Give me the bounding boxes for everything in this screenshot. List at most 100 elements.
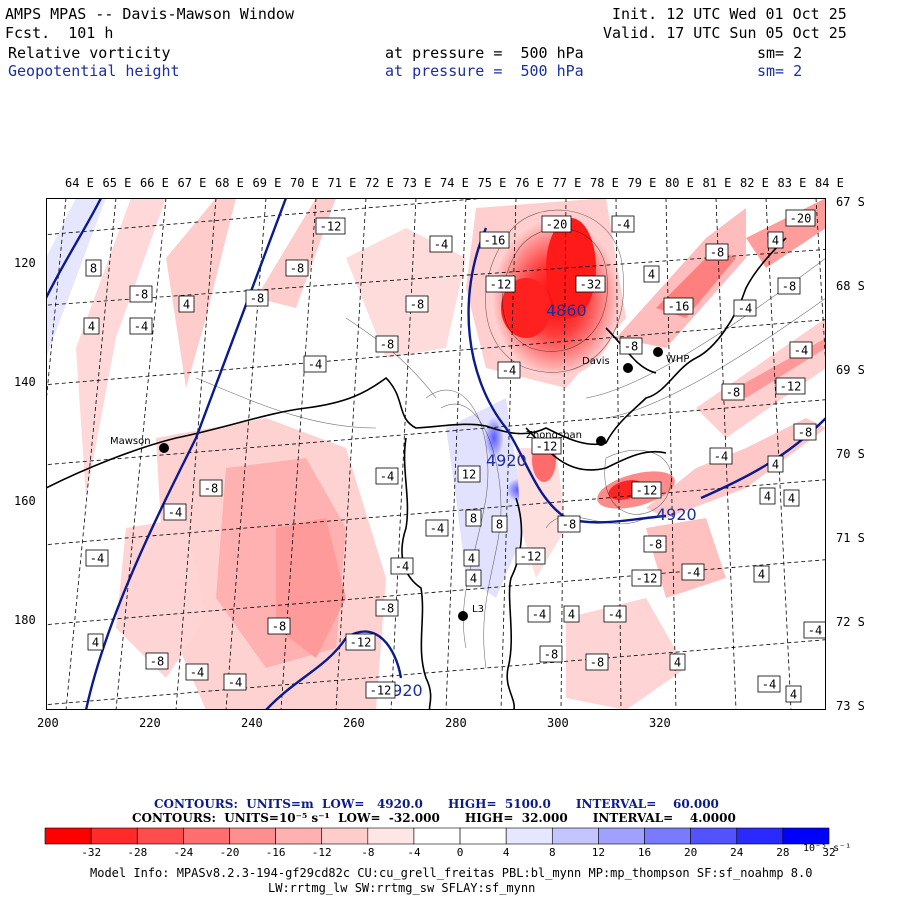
contour-label-box: [775, 377, 806, 395]
longitude-label: 71 E: [327, 176, 357, 190]
contour-label-box: [365, 681, 396, 699]
contour-label-box: [199, 479, 223, 497]
contour-label-box: [285, 259, 309, 277]
colorbar-tick-label: -16: [265, 846, 286, 859]
contour-label-text: -4: [686, 566, 700, 580]
contour-label-text: 12: [462, 468, 476, 482]
valid-time: Valid. 17 UTC Sun 05 Oct 25: [603, 24, 847, 42]
contour-label-text: 4: [648, 268, 655, 282]
contour-label-box: [643, 265, 660, 283]
colorbar-swatch: [782, 827, 830, 845]
contour-label-text: -12: [520, 550, 542, 564]
contour-label-box: [129, 317, 153, 335]
x-tick-label: 260: [343, 716, 365, 730]
contour-label-text: 4: [470, 572, 477, 586]
contour-label-text: 4: [758, 568, 765, 582]
colorbar: [44, 827, 830, 845]
contour-label-text: -4: [532, 608, 546, 622]
contour-label-text: 4: [772, 458, 779, 472]
contour-label-box: [563, 605, 580, 623]
colorbar-unit: 10⁻⁵ s⁻¹: [803, 843, 852, 854]
init-value: 12 UTC Wed 01 Oct 25: [666, 5, 847, 23]
contour-label-text: 4: [764, 490, 771, 504]
longitude-label: 68 E: [215, 176, 244, 190]
colorbar-tick-label: -12: [311, 846, 332, 859]
contour-label-box: [539, 645, 563, 663]
contour-label-box: [375, 335, 399, 353]
contour-label-box: [85, 259, 102, 277]
contour-label-text: -8: [624, 340, 638, 354]
longitude-label: 76 E: [515, 176, 544, 190]
coastline: [46, 237, 787, 710]
whp-station: [653, 347, 663, 357]
contour-label-box: [721, 383, 745, 401]
contour-label-box: [185, 663, 209, 681]
contour-label-text: -8: [562, 518, 576, 532]
fcst-label: Fcst.: [5, 24, 51, 42]
longitude-label: 78 E: [590, 176, 619, 190]
contour-label-box: [345, 633, 376, 651]
height-label-4920a: 4920: [656, 505, 697, 524]
contour-label-text: -4: [738, 302, 752, 316]
y-tick-label: 140: [14, 375, 36, 389]
height-contour-info: CONTOURS: UNITS=m LOW= 4920.0 HIGH= 5100…: [154, 797, 719, 811]
height-label-4920c: 4920: [486, 451, 527, 470]
init-time: Init. 12 UTC Wed 01 Oct 25: [612, 5, 847, 23]
contour-label-text: -20: [790, 212, 812, 226]
contour-label-box: [425, 519, 449, 537]
pressure-label-2: at pressure =: [385, 62, 503, 80]
colorbar-swatch: [367, 827, 415, 845]
colorbar-swatch: [413, 827, 461, 845]
contour-label-box: [777, 277, 801, 295]
latitude-label: 73 S: [836, 699, 865, 713]
longitude-label: 75 E: [477, 176, 507, 190]
contour-label-box: [245, 289, 269, 307]
station-label-zhongshan: Zhongshan: [526, 430, 582, 441]
colorbar-tick-label: -28: [127, 846, 148, 859]
contour-label-box: [753, 565, 770, 583]
pressure-label: at pressure =: [385, 44, 503, 62]
model-info: Model Info: MPASv8.2.3-194-gf29cd82c CU:…: [90, 866, 813, 880]
contour-label-box: [497, 361, 521, 379]
contour-label-text: -8: [380, 602, 394, 616]
contour-label-text: -12: [536, 440, 558, 454]
contour-label-box: [767, 231, 784, 249]
contour-label-text: -4: [395, 560, 409, 574]
contour-label-text: -12: [350, 636, 372, 650]
contour-label-text: -8: [782, 280, 796, 294]
contour-label-box: [405, 295, 429, 313]
contour-label-text: -4: [434, 238, 448, 252]
contour-label-box: [733, 299, 757, 317]
contour-label-text: -8: [290, 262, 304, 276]
contour-label-box: [145, 652, 169, 670]
colorbar-tick-label: 32: [822, 846, 836, 859]
contour-label-box: [789, 341, 813, 359]
x-tick-label: 300: [547, 716, 569, 730]
colorbar-tick-label: -24: [173, 846, 194, 859]
colorbar-swatch: [459, 827, 507, 845]
contour-label-text: -16: [484, 234, 506, 248]
contour-label-text: -12: [636, 484, 658, 498]
contour-label-text: 4: [88, 320, 95, 334]
contour-label-box: [178, 295, 195, 313]
contour-label-box: [793, 423, 817, 441]
mawson-station: [159, 443, 169, 453]
colorbar-swatch: [136, 827, 184, 845]
contour-label-box: [785, 685, 802, 703]
contour-label-box: [757, 675, 781, 693]
contour-label-box: [619, 337, 643, 355]
x-tick-label: 320: [649, 716, 671, 730]
contour-label-box: [87, 633, 104, 651]
contour-label-text: -4: [430, 522, 444, 536]
contour-label-box: [603, 605, 627, 623]
contour-label-text: -4: [762, 678, 776, 692]
longitude-label: 82 E: [740, 176, 769, 190]
contour-label-text: -8: [798, 426, 812, 440]
contour-label-text: -4: [794, 344, 808, 358]
contour-label-box: [783, 489, 800, 507]
colorbar-swatch: [551, 827, 599, 845]
height-label-4860: 4860: [546, 301, 587, 320]
contour-label-box: [223, 673, 247, 691]
colorbar-swatch: [644, 827, 691, 845]
colorbar-tick-label: -8: [361, 846, 375, 859]
